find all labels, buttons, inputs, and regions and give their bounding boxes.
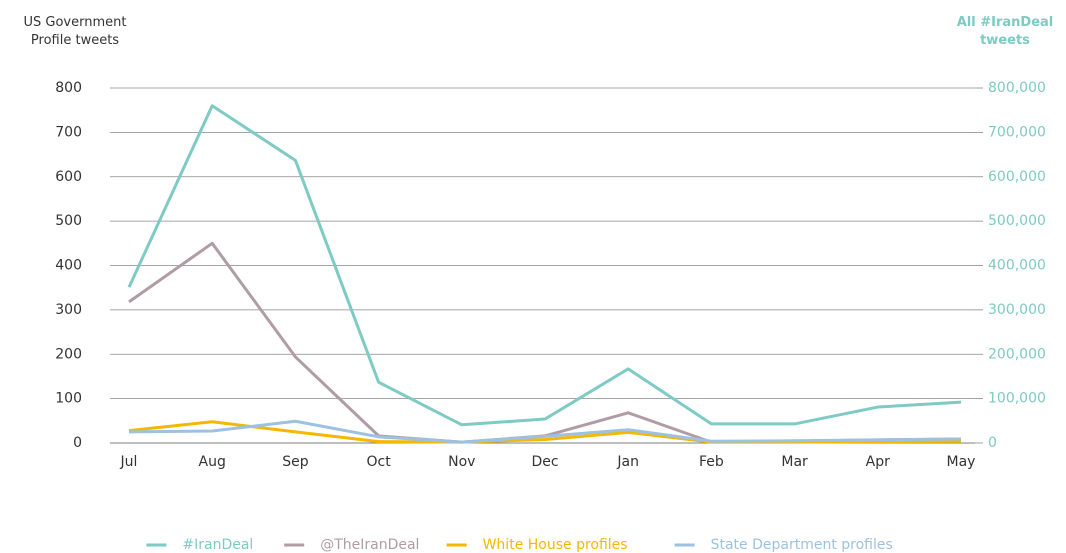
- y-tick-label: 0: [73, 435, 82, 451]
- y2-tick-label: 600,000: [988, 169, 1046, 185]
- x-tick-label: Jan: [616, 454, 639, 470]
- series-line: [128, 419, 962, 444]
- y-tick-label: 600: [55, 169, 82, 185]
- y2-axis-title: All #IranDeal tweets: [956, 15, 1054, 48]
- y-tick-label: 200: [55, 346, 82, 362]
- y-tick-label: 800: [55, 80, 82, 96]
- y-tick-label: 500: [55, 213, 82, 229]
- y2-tick-label: 0: [988, 435, 997, 451]
- x-tick-label: Oct: [366, 454, 391, 470]
- series-line: [128, 241, 962, 444]
- legend-label: #IranDeal: [182, 537, 253, 553]
- y2-tick-label: 500,000: [988, 213, 1046, 229]
- legend-label: @TheIranDeal: [320, 537, 419, 553]
- y-tick-label: 100: [55, 391, 82, 407]
- x-tick-label: Dec: [531, 454, 558, 470]
- x-tick-label: Feb: [699, 454, 724, 470]
- y2-tick-label: 200,000: [988, 346, 1046, 362]
- y-tick-label: 700: [55, 124, 82, 140]
- x-tick-label: Mar: [781, 454, 808, 470]
- x-tick-label: May: [947, 454, 976, 470]
- series-line: [127, 104, 962, 427]
- x-tick-label: Apr: [866, 454, 890, 470]
- y2-tick-label: 800,000: [988, 80, 1046, 96]
- y2-tick-label: 700,000: [988, 124, 1046, 140]
- y2-tick-label: 300,000: [988, 302, 1046, 318]
- legend-label: White House profiles: [483, 537, 628, 553]
- y-axis-title: US Government Profile tweets: [23, 15, 127, 48]
- x-tick-label: Jul: [120, 454, 138, 470]
- x-tick-label: Nov: [448, 454, 475, 470]
- x-tick-label: Aug: [199, 454, 226, 470]
- x-tick-label: Sep: [282, 454, 309, 470]
- y2-tick-label: 100,000: [988, 391, 1046, 407]
- y-tick-label: 400: [55, 258, 82, 274]
- y-tick-label: 300: [55, 302, 82, 318]
- y2-tick-label: 400,000: [988, 258, 1046, 274]
- legend-label: State Department profiles: [711, 537, 893, 553]
